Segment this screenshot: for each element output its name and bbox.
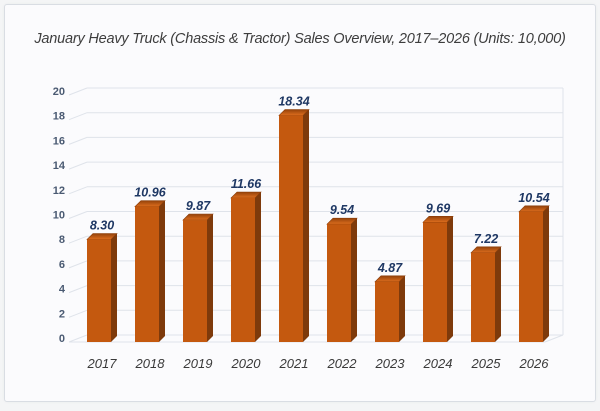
bar-group-2024 (423, 216, 453, 342)
y-tick-label: 20 (53, 86, 65, 98)
bar-value-label: 10.54 (518, 191, 549, 205)
gridline-diagonal (69, 236, 87, 243)
y-tick-label: 0 (59, 333, 65, 345)
bar-value-label: 8.30 (90, 218, 114, 232)
bar-front-face (519, 212, 543, 342)
bar-group-2020 (231, 192, 261, 342)
bar-value-label: 4.87 (377, 261, 403, 275)
x-tick-label: 2019 (183, 356, 213, 371)
y-tick-label: 12 (53, 185, 65, 197)
bar-front-face (231, 198, 255, 342)
bar-group-2022 (327, 218, 357, 342)
y-tick-label: 6 (59, 259, 65, 271)
bar-side-face (447, 216, 453, 342)
x-tick-label: 2018 (135, 356, 166, 371)
bar-value-label: 7.22 (474, 232, 498, 246)
bar-value-label: 18.34 (278, 95, 309, 109)
x-tick-label: 2020 (231, 356, 262, 371)
gridline-diagonal (69, 187, 87, 194)
gridline-diagonal (69, 162, 87, 169)
gridline-diagonal (69, 310, 87, 317)
bar-front-face (183, 220, 207, 342)
bar-side-face (207, 214, 213, 342)
bar-chart: 0 2 4 6 8 10 12 14 16 18 20 8.30 2017 10.96 2018 9.87 20… (5, 5, 600, 411)
bar-value-label: 9.87 (186, 199, 211, 213)
y-tick-label: 10 (53, 210, 65, 222)
bar-side-face (543, 206, 549, 342)
bar-value-label: 11.66 (231, 177, 262, 191)
bar-side-face (495, 247, 501, 342)
x-tick-label: 2017 (87, 356, 118, 371)
x-tick-label: 2023 (375, 356, 406, 371)
bar-side-face (255, 192, 261, 342)
bar-front-face (423, 222, 447, 342)
bar-side-face (159, 201, 165, 342)
bar-front-face (279, 116, 303, 342)
y-tick-label: 2 (59, 308, 65, 320)
bar-side-face (303, 110, 309, 342)
y-tick-label: 14 (53, 160, 66, 172)
bar-value-label: 9.54 (330, 203, 354, 217)
gridline-diagonal (69, 261, 87, 268)
gridline-diagonal (69, 286, 87, 293)
gridline-diagonal (69, 88, 87, 95)
gridline-diagonal (69, 212, 87, 219)
x-tick-label: 2026 (519, 356, 550, 371)
bar-group-2021 (279, 110, 309, 342)
x-tick-label: 2022 (327, 356, 358, 371)
chart-card: January Heavy Truck (Chassis & Tractor) … (4, 4, 596, 402)
bar-group-2025 (471, 247, 501, 342)
bar-front-face (87, 239, 111, 342)
bar-group-2017 (87, 233, 117, 342)
x-tick-label: 2021 (279, 356, 309, 371)
y-tick-label: 8 (59, 234, 65, 246)
y-tick-label: 16 (53, 135, 65, 147)
bar-value-label: 10.96 (134, 186, 166, 200)
bar-front-face (135, 207, 159, 342)
x-tick-label: 2024 (423, 356, 453, 371)
bar-group-2023 (375, 276, 405, 342)
bar-side-face (351, 218, 357, 342)
bar-side-face (399, 276, 405, 342)
bar-value-label: 9.69 (426, 201, 450, 215)
bar-group-2018 (135, 201, 165, 342)
gridline-diagonal (69, 137, 87, 144)
bar-front-face (375, 282, 399, 342)
gridline-diagonal (69, 113, 87, 120)
gridline-diagonal (69, 335, 87, 342)
bar-group-2019 (183, 214, 213, 342)
x-tick-label: 2025 (471, 356, 502, 371)
bar-front-face (471, 253, 495, 342)
bar-side-face (111, 233, 117, 342)
bar-group-2026 (519, 206, 549, 342)
y-tick-label: 18 (53, 111, 65, 123)
bar-front-face (327, 224, 351, 342)
y-tick-label: 4 (59, 284, 66, 296)
